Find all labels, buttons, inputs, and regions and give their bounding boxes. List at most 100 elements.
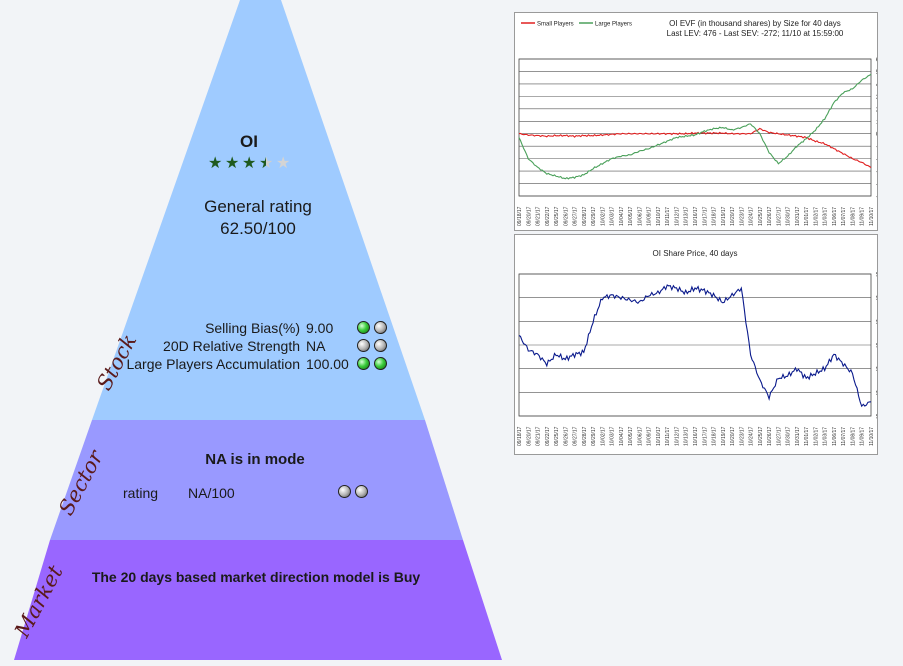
- x-tick-label: 10/04/17: [619, 206, 625, 226]
- y-tick-label: 300: [876, 95, 877, 101]
- y-tick-label: -300: [876, 170, 877, 176]
- x-tick-label: 11/10/17: [869, 427, 875, 446]
- y-tick-label: -100: [876, 145, 877, 151]
- x-tick-label: 11/06/17: [832, 207, 838, 226]
- x-tick-label: 09/25/17: [554, 426, 560, 446]
- stock-segment: [92, 0, 425, 420]
- x-tick-label: 10/27/17: [776, 206, 782, 226]
- green-status-dot: [357, 357, 370, 370]
- series-line-small-players: [518, 127, 872, 169]
- x-tick-label: 09/21/17: [536, 426, 542, 446]
- rating-pyramid: [14, 0, 502, 660]
- x-tick-label: 09/18/17: [517, 426, 523, 446]
- x-tick-label: 10/12/17: [674, 206, 680, 226]
- x-tick-label: 11/10/17: [869, 207, 875, 226]
- x-tick-label: 09/28/17: [582, 206, 588, 226]
- plot-area: [518, 58, 872, 197]
- x-tick-label: 10/13/17: [684, 426, 690, 446]
- gray-status-dot: [374, 339, 387, 352]
- x-tick-label: 11/09/17: [860, 207, 866, 226]
- x-tick-label: 09/26/17: [563, 426, 569, 446]
- sector-rating-label: rating: [123, 485, 159, 501]
- gray-status-dot: [374, 321, 387, 334]
- x-tick-label: 10/09/17: [647, 206, 653, 226]
- x-tick-label: 11/01/17: [804, 427, 810, 446]
- x-tick-label: 10/06/17: [637, 426, 643, 446]
- y-tick-label: 100: [876, 120, 877, 126]
- y-tick-label: $24.0: [876, 367, 877, 373]
- x-tick-label: 10/11/17: [665, 427, 671, 446]
- x-tick-label: 10/19/17: [721, 206, 727, 226]
- metric-value: 9.00: [306, 320, 334, 336]
- x-tick-label: 10/17/17: [702, 206, 708, 226]
- x-tick-label: 11/02/17: [813, 427, 819, 446]
- legend-entry: Large Players: [595, 22, 632, 28]
- x-tick-label: 10/06/17: [637, 206, 643, 226]
- x-tick-label: 11/01/17: [804, 207, 810, 226]
- sector-segment: [50, 420, 463, 540]
- x-tick-label: 10/26/17: [767, 206, 773, 226]
- price-chart: OI Share Price, 40 days $26.0 $25.5 $25.0 $2…: [517, 249, 892, 446]
- x-tick-label: 09/27/17: [573, 206, 579, 226]
- x-tick-label: 10/30/17: [786, 206, 792, 226]
- y-tick-label: 500: [876, 70, 877, 76]
- x-tick-label: 10/25/17: [758, 206, 764, 226]
- x-tick-label: 10/02/17: [600, 426, 606, 446]
- stock-ticker: OI: [240, 132, 258, 151]
- star-icon: ★: [208, 153, 223, 172]
- x-tick-label: 09/28/17: [582, 426, 588, 446]
- y-tick-label: 400: [876, 82, 877, 88]
- x-tick-label: 10/31/17: [795, 206, 801, 226]
- x-tick-label: 10/24/17: [749, 206, 755, 226]
- star-icon: ★: [276, 153, 291, 172]
- x-tick-label: 10/31/17: [795, 426, 801, 446]
- x-tick-label: 11/03/17: [823, 427, 829, 446]
- y-tick-label: $23.0: [876, 415, 877, 421]
- evf-chart: OI EVF (in thousand shares) by Size for …: [517, 19, 889, 226]
- x-tick-label: 09/22/17: [545, 426, 551, 446]
- metric-label: 20D Relative Strength: [163, 338, 300, 354]
- x-tick-label: 09/21/17: [536, 206, 542, 226]
- x-tick-label: 10/24/17: [749, 426, 755, 446]
- legend-entry: Small Players: [537, 22, 574, 28]
- x-tick-label: 10/23/17: [739, 206, 745, 226]
- chart-subtitle: Last LEV: 476 - Last SEV: -272; 11/10 at…: [667, 29, 844, 38]
- x-tick-label: 10/20/17: [730, 206, 736, 226]
- evf-chart-panel: OI EVF (in thousand shares) by Size for …: [514, 12, 889, 231]
- x-tick-label: 11/08/17: [850, 207, 856, 226]
- y-tick-label: -400: [876, 182, 877, 188]
- x-tick-label: 10/27/17: [776, 426, 782, 446]
- x-tick-label: 10/18/17: [712, 206, 718, 226]
- chart-title: OI Share Price, 40 days: [653, 249, 738, 258]
- x-tick-label: 10/13/17: [684, 206, 690, 226]
- x-tick-label: 10/17/17: [702, 426, 708, 446]
- x-tick-label: 09/29/17: [591, 206, 597, 226]
- x-tick-label: 10/10/17: [656, 426, 662, 446]
- metric-label: Large Players Accumulation: [126, 356, 300, 372]
- x-tick-label: 10/12/17: [674, 426, 680, 446]
- y-tick-label: $26.0: [876, 273, 877, 279]
- x-tick-label: 10/03/17: [610, 206, 616, 226]
- x-tick-label: 10/16/17: [693, 426, 699, 446]
- y-tick-label: 0: [876, 132, 877, 138]
- y-tick-label: $25.0: [876, 320, 877, 326]
- x-tick-label: 11/07/17: [841, 427, 847, 446]
- sector-title: NA is in mode: [205, 451, 305, 468]
- y-tick-label: -500: [876, 195, 877, 201]
- x-tick-label: 11/02/17: [813, 207, 819, 226]
- x-tick-label: 09/29/17: [591, 426, 597, 446]
- x-tick-label: 09/26/17: [563, 206, 569, 226]
- chart-title: OI EVF (in thousand shares) by Size for …: [669, 19, 841, 28]
- x-tick-label: 11/03/17: [823, 207, 829, 226]
- x-tick-label: 11/08/17: [850, 427, 856, 446]
- y-tick-label: $24.5: [876, 344, 877, 350]
- y-tick-label: 600: [876, 58, 877, 64]
- gray-status-dot: [357, 339, 370, 352]
- metric-value: NA: [306, 338, 326, 354]
- market-direction-text: The 20 days based market direction model…: [91, 569, 421, 585]
- star-icon: ★: [225, 153, 240, 172]
- series-line-large-players: [518, 73, 872, 180]
- x-tick-label: 11/07/17: [841, 207, 847, 226]
- gray-status-dot: [355, 485, 368, 498]
- general-rating-label: General rating: [204, 197, 312, 216]
